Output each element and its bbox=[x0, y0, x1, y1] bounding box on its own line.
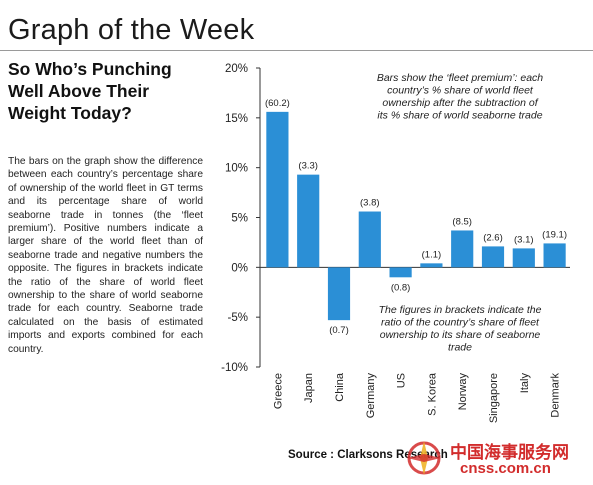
bars-group bbox=[266, 111, 566, 321]
fleet-premium-chart: 20% 15% 10% 5% 0% -5% -10% (60.2) (3.3) (0.7) (3.… bbox=[221, 63, 570, 423]
bar-label: (1.1) bbox=[422, 249, 442, 260]
x-axis: Greece Japan China Germany US S. Korea Norway S… bbox=[272, 372, 561, 423]
bar-japan bbox=[297, 174, 320, 268]
y-tick-label: 20% bbox=[225, 63, 248, 75]
page-subtitle: So Who’s Punching Well Above Their Weigh… bbox=[8, 59, 172, 123]
annotation-fleet-premium: Bars show the ‘fleet premium’: each count… bbox=[377, 72, 543, 122]
y-tick-label: -10% bbox=[221, 362, 248, 374]
bar-s-korea bbox=[420, 263, 443, 268]
bar-labels-group: (60.2) (3.3) (0.7) (3.8) (0.8) (1.1) (8.5) (2.6… bbox=[265, 98, 567, 336]
compass-logo-icon bbox=[407, 441, 441, 475]
bar-china bbox=[327, 267, 351, 321]
bar-label: (8.5) bbox=[452, 216, 472, 227]
annotation-ratio-brackets: The figures in brackets indicate the rati… bbox=[379, 304, 542, 354]
bar-label: (60.2) bbox=[265, 98, 290, 109]
y-tick-label: 10% bbox=[225, 163, 248, 175]
watermark-text-zh: 中国海事服务网 bbox=[450, 443, 569, 463]
bar-greece bbox=[266, 111, 289, 268]
watermark: 中国海事服务网 cnss.com.cn bbox=[400, 436, 588, 480]
bar-label: (3.8) bbox=[360, 198, 380, 209]
bar-label: (0.8) bbox=[391, 282, 411, 293]
bar-label: (3.1) bbox=[514, 234, 534, 245]
y-tick-label: 0% bbox=[231, 262, 248, 274]
description-text: The bars on the graph show the differenc… bbox=[8, 156, 203, 355]
x-tick-label: Japan bbox=[303, 373, 315, 403]
bar-germany bbox=[358, 211, 381, 268]
bar-norway bbox=[451, 230, 474, 268]
bar-label: (3.3) bbox=[298, 161, 318, 172]
x-tick-label: Singapore bbox=[488, 373, 500, 423]
x-tick-label: China bbox=[334, 372, 346, 402]
watermark-text-en: cnss.com.cn bbox=[460, 460, 551, 477]
y-axis: 20% 15% 10% 5% 0% -5% -10% bbox=[221, 63, 260, 374]
y-tick-label: -5% bbox=[228, 312, 248, 324]
bar-italy bbox=[512, 248, 535, 268]
page-title: Graph of the Week bbox=[8, 14, 255, 46]
bar-label: (2.6) bbox=[483, 232, 503, 243]
x-tick-label: Greece bbox=[272, 373, 284, 409]
bar-label: (19.1) bbox=[542, 229, 567, 240]
x-tick-label: Norway bbox=[457, 373, 469, 411]
x-tick-label: S. Korea bbox=[426, 372, 438, 416]
x-tick-label: US bbox=[396, 373, 408, 388]
bar-singapore bbox=[481, 246, 505, 268]
x-tick-label: Denmark bbox=[550, 373, 562, 418]
bar-denmark bbox=[543, 243, 566, 268]
y-tick-label: 15% bbox=[225, 113, 248, 125]
bar-label: (0.7) bbox=[329, 325, 349, 336]
x-tick-label: Italy bbox=[519, 373, 531, 394]
bar-us bbox=[389, 267, 412, 278]
title-divider bbox=[0, 50, 593, 51]
x-tick-label: Germany bbox=[365, 373, 377, 419]
y-tick-label: 5% bbox=[231, 213, 248, 225]
